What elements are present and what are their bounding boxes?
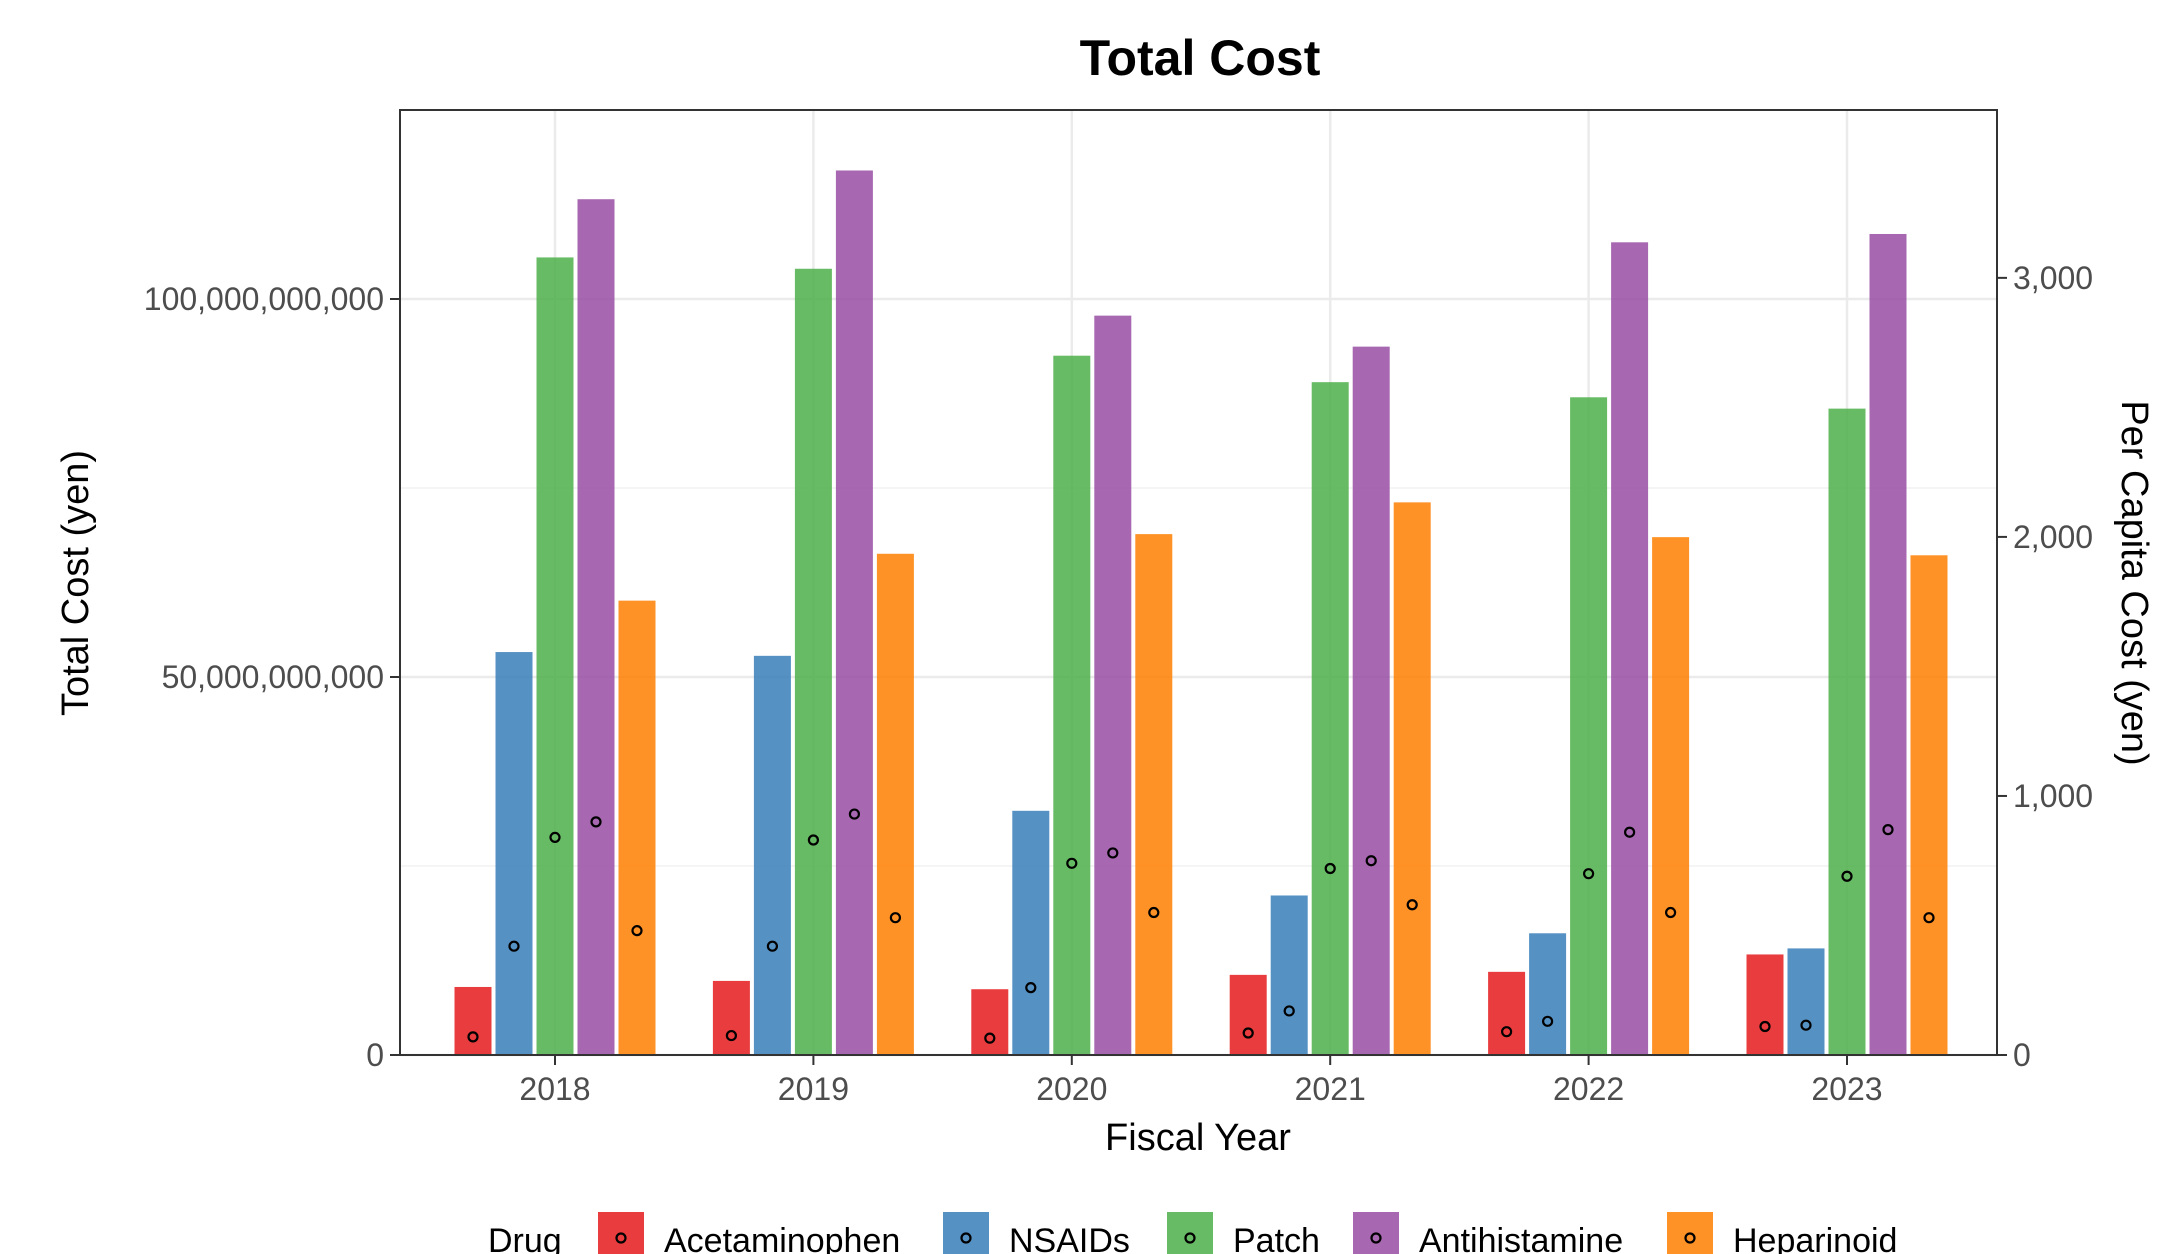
legend-point-acetaminophen (615, 1232, 627, 1244)
x-axis: 2018 2019 2020 2021 2022 2023 (519, 1055, 1883, 1107)
point-acetaminophen-2022 (1500, 1026, 1513, 1038)
y-tick-label: 100,000,000,000 (144, 281, 384, 317)
bar-antihistamine-2018 (577, 199, 615, 1055)
plot-background (400, 110, 1997, 1055)
point-nsaids-2019 (766, 940, 779, 952)
bar-patch-2022 (1570, 397, 1608, 1055)
bar-antihistamine-2020 (1094, 315, 1132, 1056)
legend-point-patch (1184, 1232, 1196, 1244)
point-heparinoid-2023 (1923, 912, 1935, 924)
bar-acetaminophen-2021 (1229, 974, 1267, 1055)
point-patch-2020 (1066, 857, 1078, 869)
bar-antihistamine-2019 (835, 170, 873, 1056)
x-tick-label: 2019 (778, 1071, 849, 1107)
bar-nsaids-2021 (1270, 895, 1308, 1055)
point-patch-2023 (1841, 870, 1853, 882)
point-heparinoid-2022 (1664, 906, 1677, 919)
legend-point-nsaids (960, 1232, 972, 1244)
point-nsaids-2021 (1283, 1005, 1295, 1017)
point-heparinoid-2021 (1406, 899, 1418, 911)
per-capita-points (467, 808, 1935, 1044)
bar-nsaids-2022 (1529, 933, 1567, 1055)
legend-label-nsaids: NSAIDs (1009, 1222, 1130, 1254)
point-antihistamine-2023 (1882, 824, 1894, 836)
y-axis-right: 0 1,000 2,000 3,000 (1997, 260, 2093, 1073)
x-tick-label: 2021 (1295, 1071, 1366, 1107)
y2-tick-label: 0 (2013, 1037, 2031, 1073)
bar-patch-2020 (1053, 355, 1091, 1055)
point-nsaids-2022 (1541, 1015, 1554, 1027)
point-acetaminophen-2023 (1759, 1020, 1771, 1033)
bar-acetaminophen-2023 (1746, 954, 1784, 1055)
y2-tick-label: 3,000 (2013, 260, 2093, 296)
bar-acetaminophen-2020 (971, 989, 1009, 1055)
point-acetaminophen-2018 (467, 1031, 479, 1043)
legend-label-acetaminophen: Acetaminophen (664, 1222, 900, 1254)
point-antihistamine-2019 (848, 808, 861, 820)
bar-antihistamine-2021 (1352, 346, 1390, 1055)
point-nsaids-2020 (1025, 982, 1037, 994)
point-patch-2019 (807, 834, 820, 846)
bar-nsaids-2018 (495, 652, 533, 1055)
point-acetaminophen-2020 (984, 1032, 996, 1044)
bar-heparinoid-2020 (1135, 534, 1173, 1055)
bar-acetaminophen-2022 (1488, 971, 1526, 1055)
point-antihistamine-2018 (590, 816, 602, 828)
point-patch-2022 (1582, 868, 1595, 880)
bar-antihistamine-2022 (1611, 242, 1649, 1056)
bar-heparinoid-2019 (876, 553, 914, 1055)
point-nsaids-2023 (1800, 1019, 1812, 1031)
point-acetaminophen-2021 (1242, 1027, 1254, 1039)
plot-border (399, 109, 1998, 1056)
y-axis-title: Total Cost (yen) (55, 450, 97, 716)
point-antihistamine-2021 (1365, 855, 1377, 867)
bar-nsaids-2020 (1012, 810, 1050, 1055)
bar-patch-2023 (1828, 408, 1866, 1055)
bar-acetaminophen-2018 (454, 986, 492, 1055)
point-patch-2018 (549, 831, 561, 844)
point-heparinoid-2020 (1148, 906, 1160, 919)
point-antihistamine-2020 (1107, 847, 1119, 859)
bar-patch-2018 (536, 257, 574, 1055)
x-tick-label: 2022 (1553, 1071, 1624, 1107)
legend-label-patch: Patch (1233, 1222, 1320, 1254)
chart-title: Total Cost (1080, 30, 1321, 86)
point-heparinoid-2019 (889, 912, 902, 924)
y2-axis-title: Per Capita Cost (yen) (2113, 400, 2155, 765)
bar-antihistamine-2023 (1869, 233, 1907, 1055)
legend-point-heparinoid (1684, 1232, 1696, 1244)
bars (454, 170, 1948, 1056)
point-antihistamine-2022 (1623, 826, 1636, 838)
bar-heparinoid-2018 (618, 600, 656, 1055)
legend-point-antihistamine (1370, 1232, 1382, 1244)
bar-patch-2021 (1311, 382, 1349, 1055)
point-patch-2021 (1324, 862, 1336, 875)
x-tick-label: 2023 (1811, 1071, 1882, 1107)
legend: Drug Acetaminophen NSAIDs Patch Antihistami… (488, 1212, 1897, 1254)
legend-label-antihistamine: Antihistamine (1419, 1222, 1623, 1254)
x-tick-label: 2018 (519, 1071, 590, 1107)
y-axis-left: 0 50,000,000,000 100,000,000,000 (144, 281, 400, 1073)
y2-tick-label: 2,000 (2013, 519, 2093, 555)
point-nsaids-2018 (508, 940, 520, 952)
x-tick-label: 2020 (1036, 1071, 1107, 1107)
legend-label-heparinoid: Heparinoid (1733, 1222, 1897, 1254)
y2-tick-label: 1,000 (2013, 778, 2093, 814)
plot-panel (399, 109, 1998, 1057)
y-tick-label: 50,000,000,000 (162, 659, 384, 695)
x-axis-title: Fiscal Year (1105, 1117, 1291, 1159)
y-tick-label: 0 (366, 1037, 384, 1073)
bar-nsaids-2023 (1787, 948, 1825, 1055)
bar-heparinoid-2023 (1910, 555, 1948, 1055)
point-heparinoid-2018 (631, 925, 643, 937)
bar-acetaminophen-2019 (712, 980, 750, 1055)
bar-heparinoid-2022 (1652, 537, 1690, 1055)
bar-patch-2019 (794, 268, 832, 1055)
point-acetaminophen-2019 (725, 1029, 738, 1042)
bar-heparinoid-2021 (1393, 502, 1431, 1055)
bar-nsaids-2019 (753, 655, 791, 1055)
legend-title: Drug (488, 1222, 562, 1254)
